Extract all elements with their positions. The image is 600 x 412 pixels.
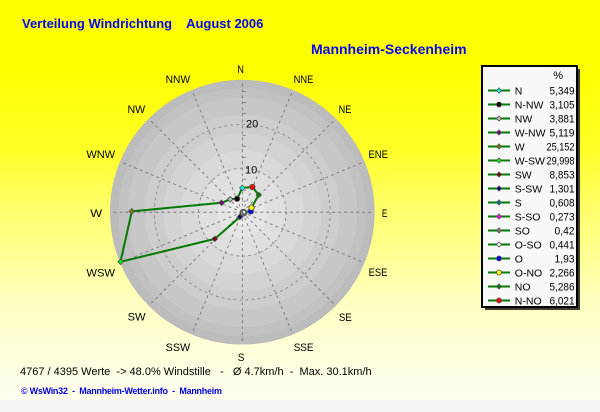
svg-text:N-NO: N-NO (515, 296, 542, 308)
svg-text:0,42: 0,42 (555, 226, 575, 238)
svg-text:%: % (553, 70, 563, 82)
svg-text:S: S (515, 198, 522, 210)
svg-text:NNW: NNW (166, 74, 191, 86)
svg-text:NW: NW (127, 104, 145, 116)
svg-text:O-SO: O-SO (515, 240, 542, 252)
svg-text:1,93: 1,93 (555, 254, 575, 266)
svg-text:3,105: 3,105 (550, 100, 575, 112)
svg-text:SE: SE (339, 312, 352, 324)
svg-text:E: E (382, 208, 388, 220)
svg-text:0,608: 0,608 (550, 198, 575, 210)
svg-text:10: 10 (245, 165, 257, 177)
svg-text:O: O (515, 254, 523, 266)
svg-text:25,152: 25,152 (547, 142, 575, 154)
svg-text:NE: NE (339, 104, 352, 116)
svg-text:WNW: WNW (86, 149, 115, 161)
svg-text:SSW: SSW (166, 342, 191, 354)
svg-text:1,301: 1,301 (550, 184, 575, 196)
svg-text:N-NW: N-NW (515, 100, 544, 112)
svg-text:N: N (237, 64, 244, 76)
svg-text:3,881: 3,881 (550, 114, 575, 126)
svg-text:NO: NO (515, 282, 531, 294)
svg-text:SO: SO (515, 226, 530, 238)
svg-text:NW: NW (515, 114, 533, 126)
svg-text:WSW: WSW (86, 267, 115, 279)
svg-text:W: W (515, 142, 525, 154)
svg-text:0,441: 0,441 (550, 240, 575, 252)
svg-text:ENE: ENE (368, 149, 388, 161)
svg-text:NNE: NNE (294, 74, 314, 86)
svg-text:29,998: 29,998 (547, 156, 575, 168)
svg-text:5,286: 5,286 (550, 282, 575, 294)
svg-text:W-SW: W-SW (515, 156, 545, 168)
svg-text:O-NO: O-NO (515, 268, 542, 280)
svg-text:N: N (515, 86, 523, 98)
svg-text:ESE: ESE (369, 267, 388, 279)
svg-text:S: S (238, 352, 245, 364)
svg-text:W: W (90, 208, 102, 220)
svg-text:6,021: 6,021 (550, 296, 575, 308)
svg-text:0,273: 0,273 (550, 212, 575, 224)
svg-text:8,853: 8,853 (550, 170, 575, 182)
svg-text:20: 20 (246, 119, 258, 131)
svg-text:SW: SW (128, 311, 146, 323)
svg-text:SSE: SSE (294, 342, 314, 354)
svg-text:2,266: 2,266 (550, 268, 575, 280)
svg-text:SW: SW (515, 170, 532, 182)
svg-text:5,349: 5,349 (550, 86, 575, 98)
svg-text:W-NW: W-NW (515, 128, 546, 140)
svg-text:S-SW: S-SW (515, 184, 543, 196)
svg-text:5,119: 5,119 (550, 128, 575, 140)
svg-text:S-SO: S-SO (515, 212, 541, 224)
